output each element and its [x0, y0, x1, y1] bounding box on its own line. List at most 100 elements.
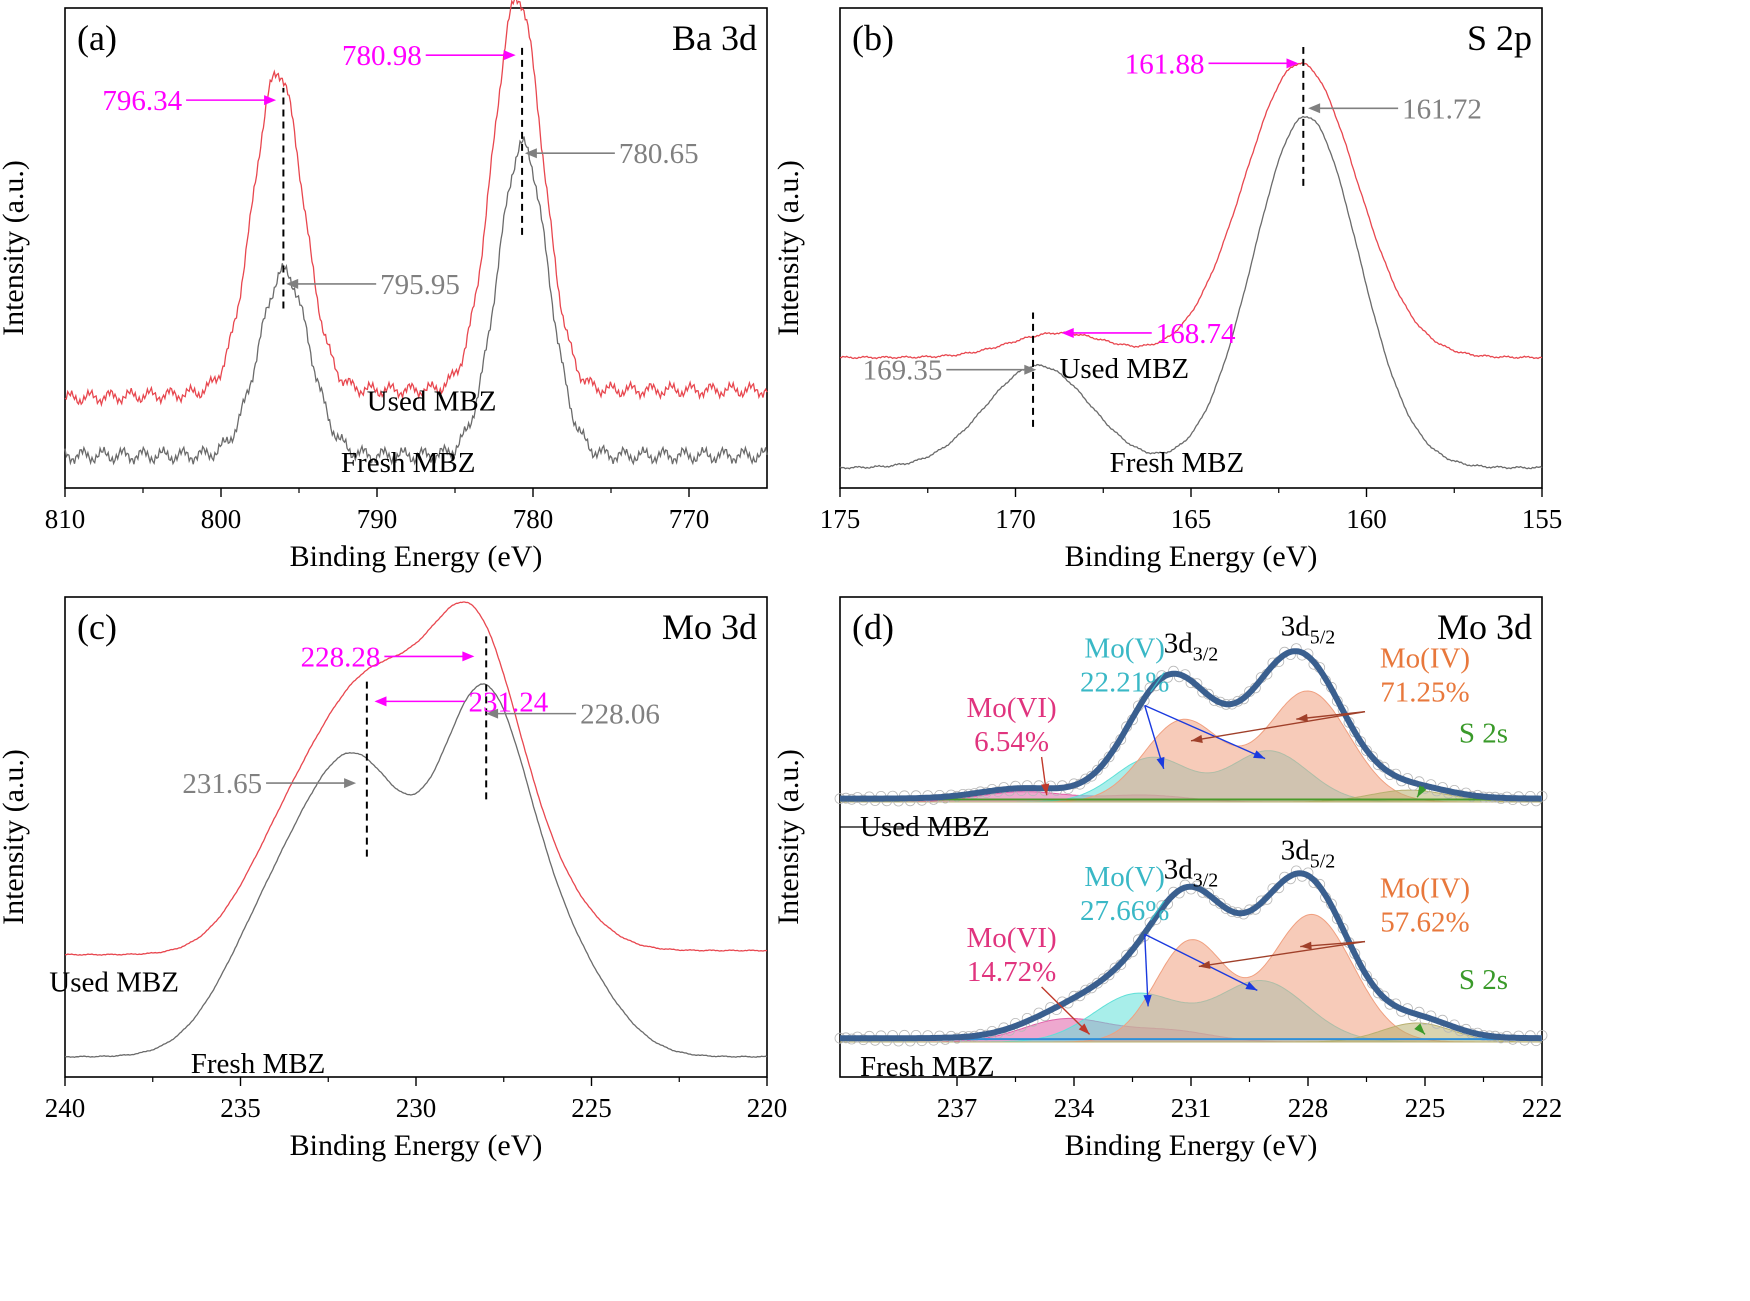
- orbital-subscript: 5/2: [1310, 851, 1336, 873]
- pointer-arrowhead: [1417, 785, 1427, 798]
- orbital-main: 3d: [1164, 627, 1194, 659]
- pointer-arrowhead: [1245, 981, 1258, 991]
- plot-frame: [64, 7, 768, 489]
- annotation-arrowhead: [286, 278, 299, 289]
- annotation-arrowhead: [1286, 58, 1299, 69]
- pointer-arrowhead: [1198, 960, 1211, 969]
- x-tick-label: 222: [1522, 1093, 1563, 1123]
- x-tick-label: 230: [396, 1093, 437, 1123]
- y-axis-label: Intensity (a.u.): [772, 749, 805, 925]
- x-tick-label: 170: [995, 504, 1036, 534]
- component-percent: 57.62%: [1380, 907, 1469, 939]
- peak-value-label: 795.95: [380, 269, 460, 301]
- curve-label: Fresh MBZ: [341, 447, 476, 479]
- component-percent: 22.21%: [1080, 667, 1169, 699]
- x-axis-label: Binding Energy (eV): [1065, 1129, 1318, 1162]
- pointer-arrowhead: [1156, 756, 1165, 769]
- series-line-fresh: [64, 136, 768, 466]
- x-axis-label: Binding Energy (eV): [1065, 540, 1318, 573]
- component-label: Mo(V): [1084, 633, 1165, 665]
- component-label: S 2s: [1459, 964, 1508, 996]
- x-tick-label: 225: [1405, 1093, 1446, 1123]
- plot-frame: [64, 596, 768, 1078]
- panel-c: 240 235 230 225 220 Binding Energy (eV) Intens…: [0, 596, 787, 1162]
- panel-title: S 2p: [1467, 18, 1532, 58]
- data-point: [1092, 764, 1103, 776]
- fit-subplot-used: Used MBZ3d3/23d5/2Mo(VI)6.54%Mo(V)22.21%…: [834, 610, 1548, 843]
- fit-component-area: [840, 1022, 1542, 1043]
- component-label: Mo(VI): [966, 922, 1056, 954]
- x-tick-label: 240: [45, 1093, 86, 1123]
- series-line-used: [839, 62, 1543, 360]
- component-percent: 14.72%: [967, 956, 1056, 988]
- x-tick-label: 235: [220, 1093, 261, 1123]
- annotation-arrowhead: [503, 50, 516, 61]
- orbital-subscript: 3/2: [1193, 643, 1219, 665]
- pointer-arrowhead: [1253, 750, 1266, 759]
- y-axis-label: Intensity (a.u.): [0, 749, 30, 925]
- x-tick-label: 810: [45, 504, 86, 534]
- series-line-fresh: [64, 683, 768, 1058]
- pointer-arrowhead: [1041, 783, 1050, 796]
- pointer-arrow: [1190, 711, 1366, 742]
- series-line-fresh: [839, 115, 1543, 470]
- series-line-used: [64, 0, 768, 408]
- annotation-arrowhead: [462, 651, 475, 662]
- peak-value-label: 169.35: [863, 355, 943, 387]
- annotation-arrowhead: [344, 778, 357, 789]
- orbital-label: 3d3/2: [1164, 627, 1219, 665]
- series-line-used: [64, 601, 768, 956]
- x-tick-label: 770: [669, 504, 710, 534]
- data-point: [1097, 758, 1109, 770]
- curve-label: Fresh MBZ: [1110, 447, 1245, 479]
- peak-value-label: 168.74: [1156, 318, 1236, 350]
- pointer-arrowhead: [1078, 1023, 1090, 1035]
- x-axis-label: Binding Energy (eV): [290, 1129, 543, 1162]
- panel-label: (b): [852, 18, 894, 58]
- fit-envelope-line: [839, 648, 1543, 802]
- x-tick-label: 225: [571, 1093, 612, 1123]
- panel-label: (c): [77, 607, 117, 647]
- component-percent: 27.66%: [1080, 895, 1169, 927]
- curve-label: Fresh MBZ: [860, 1051, 995, 1083]
- annotation-arrowhead: [374, 696, 387, 707]
- pointer-arrow: [1144, 934, 1149, 1007]
- pointer-arrow: [1296, 711, 1366, 720]
- curve-label: Used MBZ: [1059, 353, 1189, 385]
- y-axis-label: Intensity (a.u.): [772, 160, 805, 336]
- x-tick-label: 228: [1288, 1093, 1329, 1123]
- orbital-subscript: 3/2: [1193, 870, 1219, 892]
- orbital-main: 3d: [1281, 835, 1311, 867]
- x-tick-label: 160: [1346, 504, 1387, 534]
- component-label: Mo(IV): [1380, 643, 1470, 675]
- fit-subplot-fresh: Fresh MBZ3d3/23d5/2Mo(VI)14.72%Mo(V)27.6…: [834, 835, 1548, 1083]
- curve-label: Used MBZ: [49, 966, 179, 998]
- x-tick-label: 234: [1054, 1093, 1095, 1123]
- annotation-arrowhead: [1061, 327, 1074, 338]
- orbital-label: 3d5/2: [1281, 835, 1336, 873]
- curve-label: Fresh MBZ: [191, 1048, 326, 1080]
- panel-title: Mo 3d: [662, 607, 757, 647]
- peak-value-label: 228.06: [580, 699, 660, 731]
- peak-value-label: 231.65: [182, 768, 262, 800]
- panel-title: Mo 3d: [1437, 607, 1532, 647]
- component-percent: 71.25%: [1380, 677, 1469, 709]
- component-label: S 2s: [1459, 718, 1508, 750]
- orbital-main: 3d: [1281, 610, 1311, 642]
- x-axis-label: Binding Energy (eV): [290, 540, 543, 573]
- curve-label: Used MBZ: [367, 386, 497, 418]
- annotation-arrowhead: [524, 148, 537, 159]
- pointer-arrowhead: [1191, 734, 1203, 743]
- peak-value-label: 228.28: [301, 641, 381, 673]
- orbital-label: 3d3/2: [1164, 854, 1219, 892]
- orbital-subscript: 5/2: [1310, 626, 1336, 648]
- orbital-label: 3d5/2: [1281, 610, 1336, 648]
- pointer-arrowhead: [1300, 941, 1312, 950]
- x-tick-label: 155: [1522, 504, 1563, 534]
- x-tick-label: 237: [937, 1093, 978, 1123]
- panel-label: (d): [852, 607, 894, 647]
- peak-value-label: 161.88: [1125, 48, 1205, 80]
- panel-a: 810 800 790 780 770 Binding Energy (eV) Intens…: [0, 0, 768, 573]
- panel-b: 175 170 165 160 155 Binding Energy (eV) Intens…: [772, 7, 1563, 573]
